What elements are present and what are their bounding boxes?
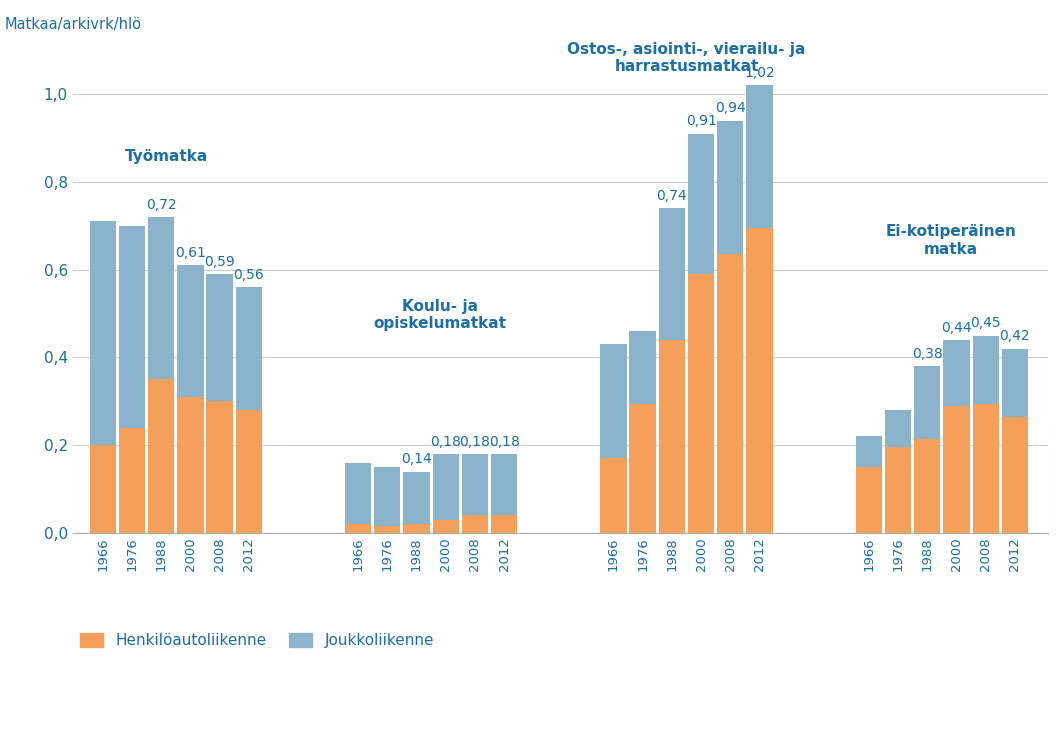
Text: 0,42: 0,42 [999,329,1030,343]
Text: 0,74: 0,74 [657,189,687,203]
Text: 0,18: 0,18 [489,434,520,449]
Bar [973,336,999,404]
Bar [973,404,999,533]
Bar [206,274,233,401]
Text: 0,94: 0,94 [715,102,746,115]
Bar [206,401,233,533]
Text: 0,38: 0,38 [912,347,943,361]
Bar [856,437,882,467]
Text: 1,02: 1,02 [744,66,775,81]
Bar [601,459,626,533]
Text: 0,56: 0,56 [234,268,265,282]
Bar [178,265,203,397]
Bar [659,209,685,340]
Bar [629,404,656,533]
Bar [178,397,203,533]
Text: 0,72: 0,72 [146,198,176,212]
Text: Työmatka: Työmatka [125,149,208,164]
Bar [884,447,911,533]
Bar [746,85,773,228]
Bar [119,226,145,428]
Bar [746,228,773,533]
Bar [629,331,656,404]
Bar [403,471,429,524]
Bar [718,255,743,533]
Bar [718,120,743,255]
Text: 0,14: 0,14 [401,453,432,466]
Bar [433,454,459,520]
Text: 0,18: 0,18 [431,434,461,449]
Bar [119,428,145,533]
Bar [344,463,371,524]
Bar [884,410,911,447]
Bar [374,526,401,533]
Bar [374,467,401,526]
Bar [344,524,371,533]
Text: Koulu- ja
opiskelumatkat: Koulu- ja opiskelumatkat [373,299,506,331]
Bar [688,134,714,274]
Bar [433,520,459,533]
Bar [914,366,941,438]
Text: 0,18: 0,18 [459,434,490,449]
Bar [236,410,261,533]
Text: 0,44: 0,44 [941,321,972,334]
Text: 0,45: 0,45 [971,316,1001,331]
Bar [89,445,116,533]
Bar [461,454,488,515]
Bar [403,524,429,533]
Bar [943,340,969,406]
Bar [491,454,518,515]
Bar [89,221,116,445]
Bar [148,217,174,380]
Text: 0,91: 0,91 [686,114,716,129]
Legend: Henkilöautoliikenne, Joukkoliikenne: Henkilöautoliikenne, Joukkoliikenne [81,633,434,648]
Text: Ostos-, asiointi-, vierailu- ja
harrastusmatkat: Ostos-, asiointi-, vierailu- ja harrastu… [568,42,806,75]
Bar [914,438,941,533]
Bar [236,287,261,410]
Text: 0,59: 0,59 [204,255,235,269]
Bar [1001,349,1028,416]
Bar [659,340,685,533]
Text: Ei-kotiperäinen
matka: Ei-kotiperäinen matka [885,224,1016,257]
Bar [943,406,969,533]
Bar [601,344,626,459]
Text: 0,61: 0,61 [175,246,206,260]
Bar [148,380,174,533]
Bar [491,515,518,533]
Bar [461,515,488,533]
Bar [688,274,714,533]
Bar [1001,416,1028,533]
Text: Matkaa/arkivrk/hlö: Matkaa/arkivrk/hlö [4,17,141,32]
Bar [856,467,882,533]
